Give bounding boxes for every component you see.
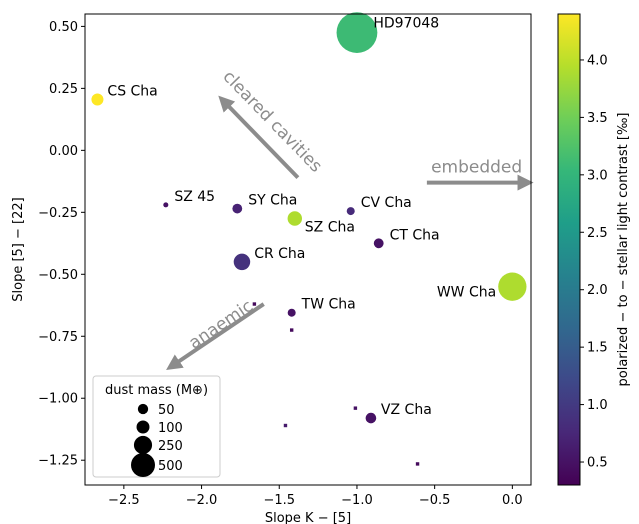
y-tick-label: −0.25 [38, 206, 78, 221]
data-point-square [283, 423, 288, 428]
data-point [346, 207, 355, 216]
data-point [373, 238, 384, 249]
y-tick-label: 0.50 [49, 20, 78, 35]
x-tick-label: −0.5 [419, 493, 451, 508]
colorbar-tick-label: 3.5 [587, 111, 608, 126]
data-point-square [353, 406, 358, 410]
arrow-cleared-cavities [218, 95, 300, 180]
legend-marker [136, 420, 150, 434]
plot-frame [84, 13, 532, 486]
arrow-label: anaemic [185, 296, 256, 353]
y-tick-label: −0.50 [38, 268, 78, 283]
data-point [336, 12, 378, 53]
legend-label: 50 [158, 403, 175, 418]
data-point [287, 211, 303, 226]
colorbar-tick-label: 3.0 [587, 168, 608, 183]
y-tick-label: −1.25 [38, 454, 78, 469]
colorbar-tick-label: 2.5 [587, 226, 608, 241]
colorbar-tick-label: 4.0 [587, 53, 608, 68]
colorbar-tick-label: 0.5 [587, 456, 608, 471]
data-point-square [289, 328, 294, 332]
data-point [163, 202, 169, 208]
arrow-anaemic [166, 302, 265, 371]
x-tick-label: −2.0 [186, 493, 218, 508]
legend-marker [131, 453, 155, 477]
data-point [287, 308, 296, 317]
colorbar-gradient [557, 13, 581, 486]
y-axis-label: Slope [5] − [22] [11, 197, 26, 301]
star-label: CR Cha [254, 246, 305, 262]
star-label: CT Cha [390, 227, 440, 243]
arrow-label: cleared cavities [219, 67, 326, 177]
data-point-square [415, 462, 420, 466]
legend-box [92, 375, 221, 478]
colorbar-tick-label: 1.5 [587, 341, 608, 356]
x-tick-label: 0.0 [502, 493, 523, 508]
legend-label: 250 [158, 439, 183, 454]
legend-title: dust mass (M⊕) [105, 383, 208, 398]
star-label: HD97048 [373, 16, 439, 32]
y-tick-label: 0.00 [49, 144, 78, 159]
data-point [365, 412, 377, 424]
legend-label: 100 [158, 421, 183, 436]
star-label: SZ 45 [174, 189, 215, 205]
star-label: CV Cha [361, 195, 412, 211]
data-point-square [252, 302, 257, 306]
data-point [91, 93, 104, 106]
star-label: CS Cha [107, 84, 157, 100]
x-axis-label: Slope K − [5] [265, 511, 351, 524]
y-tick-label: −1.00 [38, 392, 78, 407]
arrow-label: embedded [431, 158, 522, 178]
star-label: SY Cha [248, 193, 297, 209]
x-tick-label: −1.0 [341, 493, 373, 508]
legend-marker [137, 403, 149, 415]
star-label: VZ Cha [381, 402, 432, 418]
colorbar-tick-label: 1.0 [587, 398, 608, 413]
y-tick-label: 0.25 [49, 82, 78, 97]
colorbar: 0.5 1.0 1.5 2.0 2.5 3.0 3.5 4.0 polarized − to −… [557, 13, 631, 486]
colorbar-tick-label: 2.0 [587, 283, 608, 298]
y-tick-label: −0.75 [38, 330, 78, 345]
star-label: TW Cha [301, 297, 356, 313]
x-tick-label: −1.5 [263, 493, 295, 508]
star-label: WW Cha [437, 285, 496, 301]
data-point [498, 272, 527, 301]
size-legend: dust mass (M⊕) 50 100 250 500 [92, 375, 221, 478]
legend-label: 500 [158, 459, 183, 474]
legend-marker [133, 435, 153, 455]
data-point [232, 203, 243, 214]
star-label: SZ Cha [305, 220, 355, 236]
x-tick-label: −2.5 [108, 493, 140, 508]
data-point [233, 253, 251, 271]
colorbar-label: polarized − to − stellar light contrast … [616, 113, 631, 387]
